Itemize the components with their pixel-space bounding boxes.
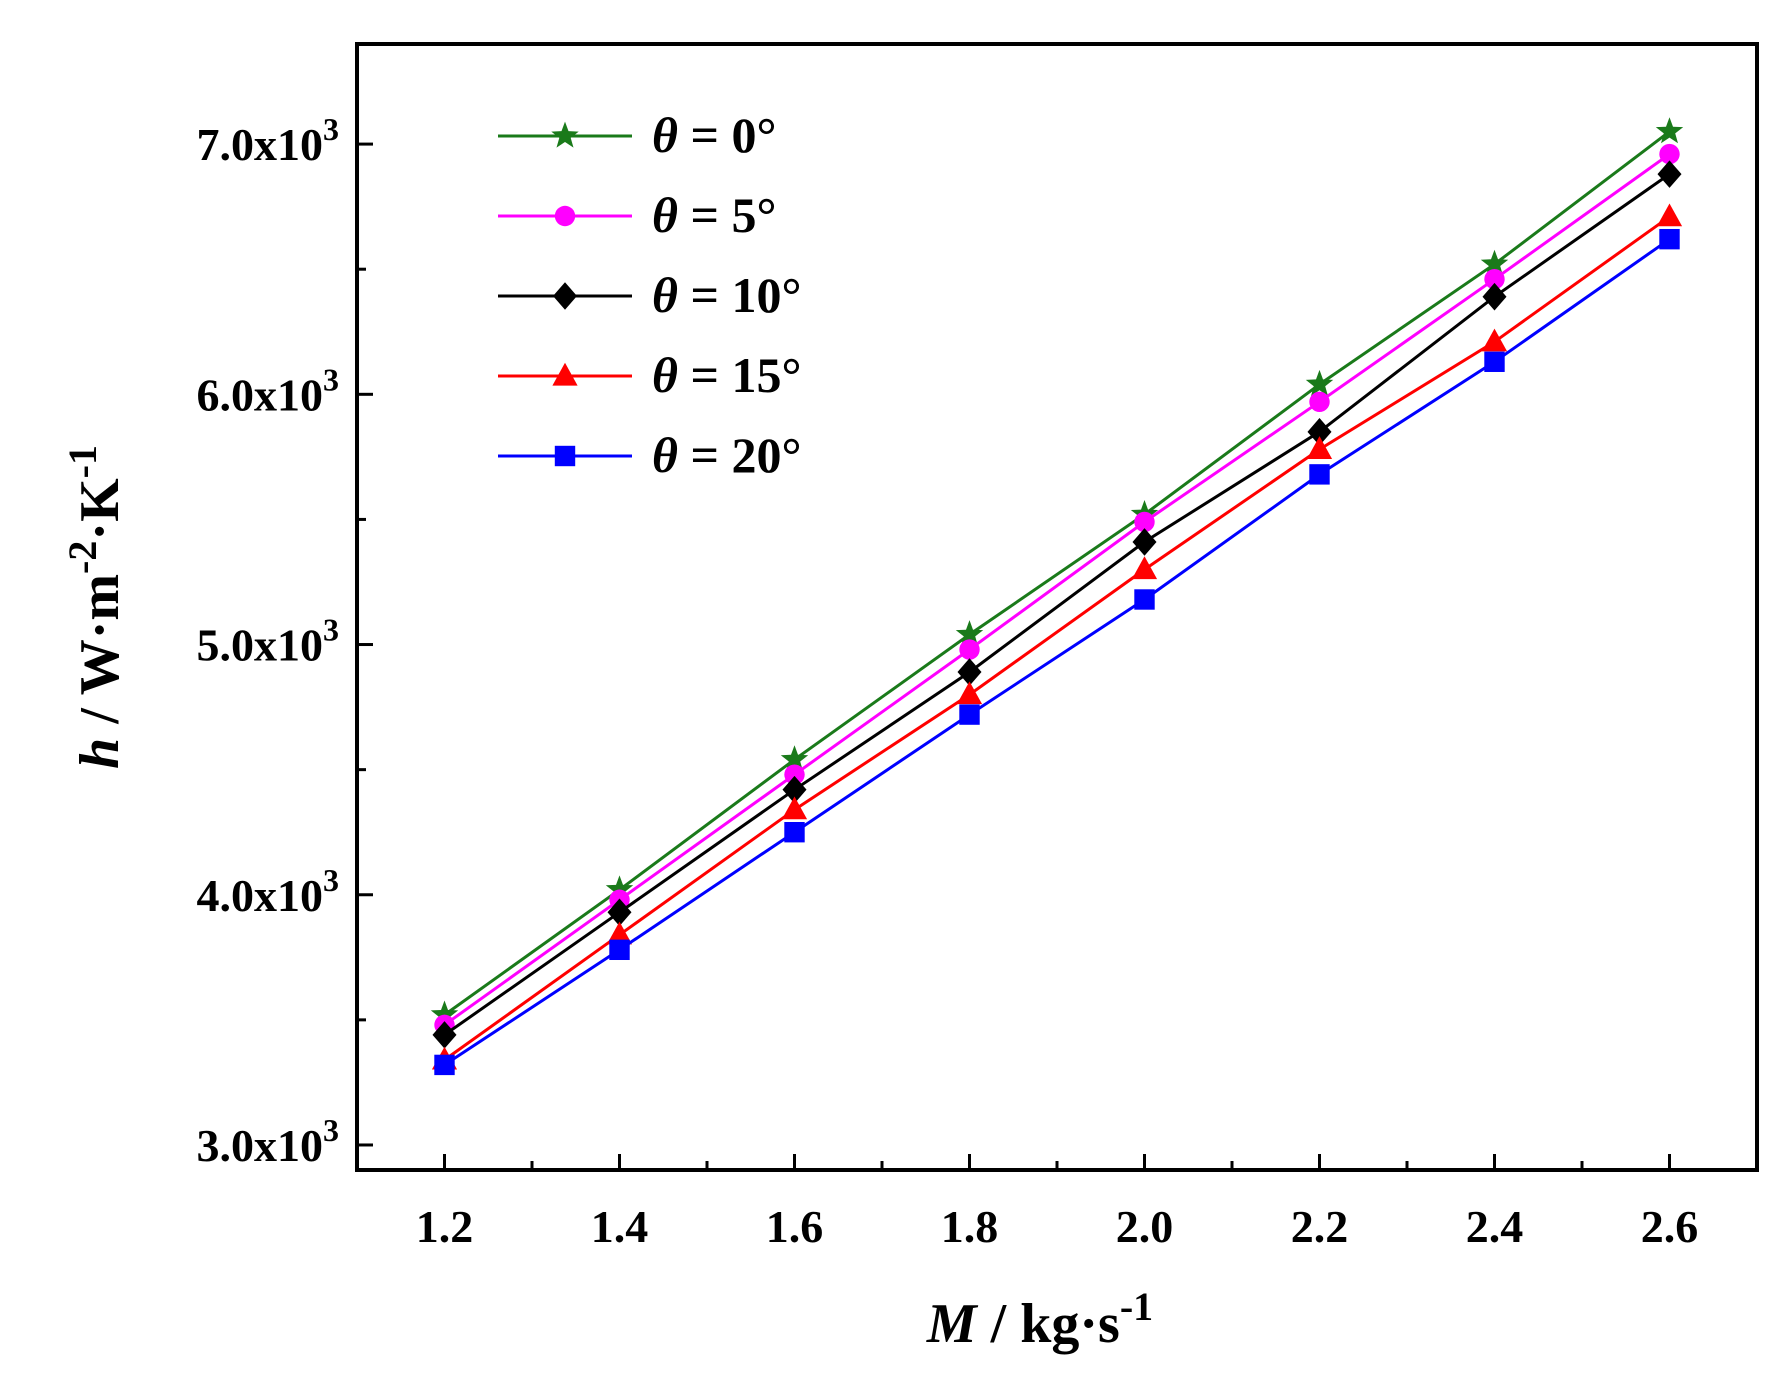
- series-2: [432, 160, 1682, 1049]
- y-tick-label: 7.0x103: [197, 111, 340, 170]
- data-point: [605, 875, 634, 902]
- data-point: [1309, 391, 1330, 413]
- data-point: [781, 796, 808, 820]
- data-point: [1306, 436, 1333, 459]
- data-point: [1307, 418, 1332, 446]
- data-point: [1132, 528, 1157, 556]
- y-axis-title: h / W·m-2·K-1: [60, 445, 131, 769]
- data-point: [1482, 282, 1507, 311]
- data-point: [1659, 143, 1680, 165]
- series-0: [430, 117, 1684, 1027]
- data-point: [609, 939, 630, 961]
- legend-item: θ = 5°: [498, 187, 776, 243]
- legend-marker: [552, 362, 578, 386]
- x-tick-label: 1.2: [416, 1201, 474, 1252]
- data-point: [1659, 228, 1680, 250]
- axis-ticks: 1.2 1.4 1.6 1.8 2.0 2.2 2.4 2.6 3.0x103 4.0x103 5.…: [197, 111, 1699, 1252]
- data-point: [1481, 328, 1508, 352]
- x-tick-label: 1.6: [766, 1201, 824, 1252]
- y-tick-label: 6.0x103: [197, 361, 340, 420]
- data-point: [1484, 351, 1505, 372]
- series-3: [431, 203, 1683, 1070]
- y-tick-label: 3.0x103: [197, 1112, 340, 1171]
- legend-marker: [554, 445, 576, 467]
- data-point: [782, 775, 807, 804]
- data-point: [1309, 464, 1330, 485]
- data-point: [1484, 269, 1505, 290]
- data-point: [430, 1000, 459, 1027]
- data-point: [434, 1054, 455, 1076]
- data-point: [780, 745, 809, 772]
- data-point: [432, 1021, 457, 1049]
- data-point: [957, 658, 982, 686]
- legend-label: θ = 10°: [652, 267, 801, 323]
- series-line: [443, 215, 1671, 1062]
- data-point: [956, 681, 983, 705]
- x-tick-label: 1.8: [941, 1201, 999, 1252]
- data-point: [1134, 511, 1155, 533]
- series-line: [443, 152, 1671, 1027]
- series-layer: [430, 117, 1684, 1076]
- series-line: [443, 130, 1671, 1017]
- data-point: [1134, 589, 1155, 610]
- legend-marker: [553, 282, 577, 310]
- data-point: [1480, 249, 1509, 276]
- y-tick-label: 4.0x103: [197, 862, 340, 921]
- data-point: [1131, 556, 1158, 580]
- series-line: [443, 172, 1671, 1037]
- legend-marker: [551, 121, 579, 148]
- legend-label: θ = 20°: [652, 427, 801, 483]
- data-point: [959, 704, 980, 725]
- legend: θ = 0° θ = 5° θ = 10° θ = 15° θ = 20°: [498, 107, 801, 483]
- series-4: [434, 228, 1680, 1076]
- series-line: [443, 237, 1671, 1067]
- data-point: [955, 620, 984, 647]
- x-tick-label: 2.6: [1641, 1201, 1699, 1252]
- data-point: [784, 764, 805, 785]
- data-point: [1655, 117, 1684, 144]
- legend-item: θ = 20°: [498, 427, 801, 483]
- legend-label: θ = 15°: [652, 347, 801, 403]
- x-tick-label: 2.2: [1291, 1201, 1349, 1252]
- x-tick-label: 2.0: [1116, 1201, 1174, 1252]
- legend-label: θ = 5°: [652, 187, 776, 243]
- x-axis-title: M / kg·s-1: [926, 1284, 1153, 1355]
- legend-label: θ = 0°: [652, 107, 776, 163]
- y-tick-label: 5.0x103: [197, 612, 340, 671]
- data-point: [1305, 369, 1334, 396]
- data-point: [1657, 160, 1682, 188]
- x-tick-label: 1.4: [591, 1201, 649, 1252]
- data-point: [784, 822, 805, 843]
- data-point: [606, 921, 633, 945]
- data-point: [959, 639, 980, 660]
- data-point: [1656, 203, 1683, 227]
- data-point: [607, 898, 632, 927]
- legend-marker: [554, 205, 576, 227]
- legend-item: θ = 10°: [498, 267, 801, 323]
- legend-item: θ = 15°: [498, 347, 801, 403]
- x-tick-label: 2.4: [1466, 1201, 1524, 1252]
- legend-item: θ = 0°: [498, 107, 776, 163]
